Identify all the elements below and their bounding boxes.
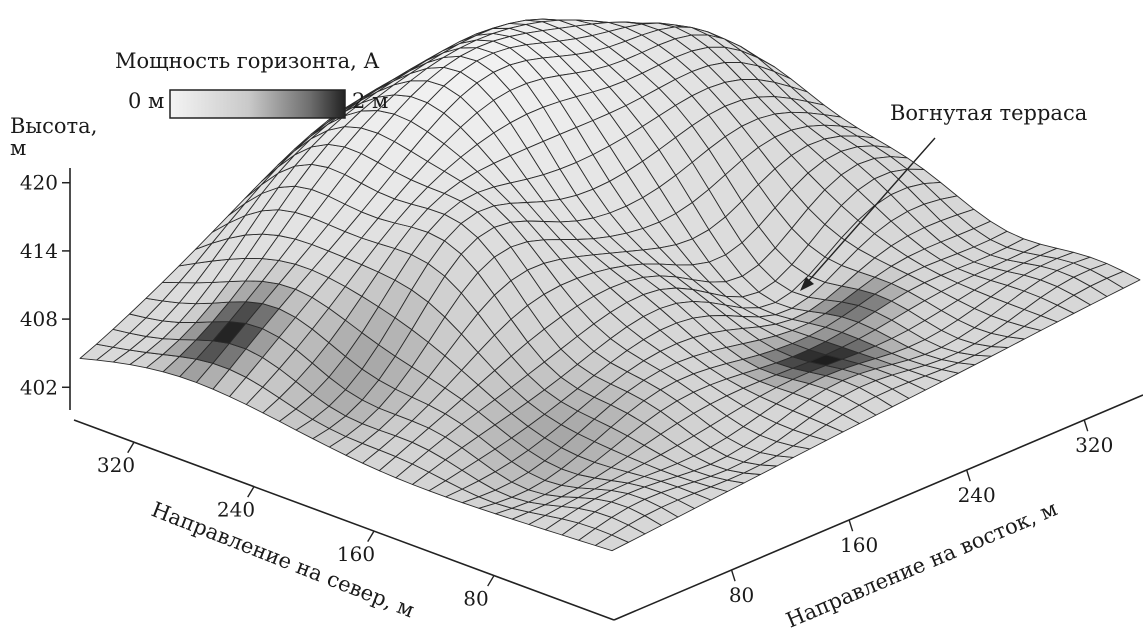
- east-axis-tick-label: 160: [840, 533, 878, 557]
- z-axis-label-line1: Высота,: [10, 114, 97, 138]
- z-axis-label-line2: м: [10, 136, 26, 160]
- colorbar-title: Мощность горизонта, А: [115, 49, 379, 73]
- annotation-arrow-head: [800, 277, 814, 291]
- east-axis-tick-mark: [965, 469, 971, 482]
- north-axis-tick-mark: [487, 575, 495, 587]
- z-axis: Высота, м 402 408 414 420: [10, 114, 97, 410]
- east-axis-title: Направление на восток, м: [783, 496, 1061, 630]
- east-ticks: 80 160 240 320: [729, 419, 1113, 607]
- north-axis-line: [73, 419, 615, 621]
- annotation-arrow-line: [804, 137, 936, 286]
- z-tick-label: 402: [20, 375, 58, 399]
- north-axis-tick-label: 80: [463, 587, 488, 611]
- z-tick-label: 420: [20, 171, 58, 195]
- z-tick-label: 408: [20, 307, 58, 331]
- surface-cell: [1106, 270, 1141, 289]
- annotation-text: Вогнутая терраса: [890, 101, 1087, 125]
- colorbar-max-label: 2 м: [352, 89, 388, 113]
- colorbar: Мощность горизонта, А 0 м 2 м: [115, 49, 388, 119]
- north-axis-tick-label: 320: [97, 453, 135, 477]
- north-axis-title: Направление на север, м: [148, 497, 418, 622]
- east-axis-tick-mark: [730, 569, 736, 582]
- east-axis-line: [613, 394, 1143, 621]
- north-axis-tick-mark: [247, 486, 255, 498]
- east-axis-tick-label: 240: [958, 483, 996, 507]
- colorbar-gradient: [169, 89, 346, 119]
- z-tick-label: 414: [20, 239, 58, 263]
- colorbar-min-label: 0 м: [128, 89, 164, 113]
- north-axis-tick-label: 160: [337, 542, 375, 566]
- north-ticks: 80 160 240 320: [97, 441, 495, 611]
- annotation: Вогнутая терраса: [800, 101, 1087, 291]
- north-axis-tick-mark: [127, 441, 135, 454]
- east-axis-tick-label: 80: [729, 583, 754, 607]
- north-axis-tick-label: 240: [217, 498, 255, 522]
- east-axis-tick-mark: [848, 519, 854, 532]
- east-axis-tick-label: 320: [1075, 433, 1113, 457]
- north-axis-tick-mark: [367, 530, 375, 542]
- z-ticks: 402 408 414 420: [20, 171, 70, 399]
- east-axis-tick-mark: [1083, 419, 1089, 432]
- surface-mesh: [79, 18, 1141, 552]
